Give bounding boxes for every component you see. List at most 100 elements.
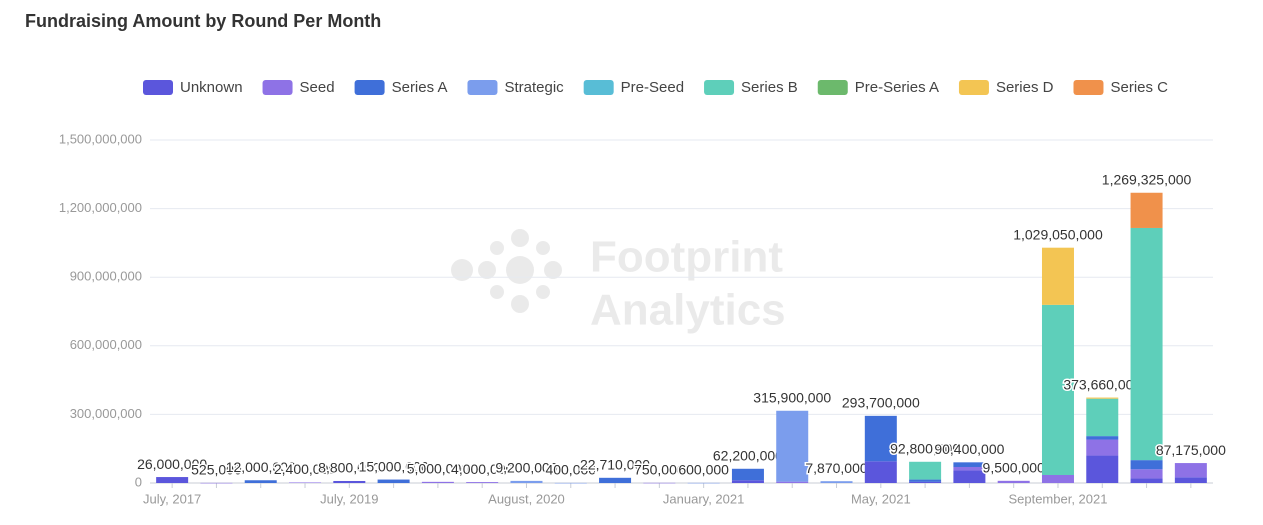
x-tick-label: May, 2021 [851, 491, 911, 506]
bar-segment [466, 482, 499, 483]
total-label: 62,200,000 [713, 447, 783, 463]
x-tick-label: July, 2019 [320, 491, 378, 506]
bar-segment [864, 415, 897, 462]
total-label: 9,500,000 [983, 460, 1045, 476]
bar-segment [1086, 397, 1119, 399]
legend-label: Series C [1110, 79, 1168, 96]
total-label: 8,800,000 [318, 460, 380, 476]
legend-label: Series B [741, 79, 798, 96]
bar-segment [909, 461, 942, 480]
x-tick-label: September, 2021 [1008, 491, 1107, 506]
bar-segment [1130, 460, 1163, 470]
bar-segment [1130, 227, 1163, 461]
bar-segment [687, 482, 720, 484]
total-label: 293,700,000 [842, 395, 920, 411]
legend-label: Unknown [180, 79, 243, 96]
legend-swatch [704, 80, 735, 95]
total-label: 90,400,000 [934, 441, 1004, 457]
bar-segment [953, 466, 986, 471]
bar-segment [156, 477, 189, 483]
total-label: 87,175,000 [1156, 442, 1226, 458]
total-label: 2,400,000 [274, 461, 336, 477]
bar-segment [776, 481, 809, 483]
bar-segment [953, 462, 986, 467]
bar-segment [909, 479, 942, 482]
total-label: 315,900,000 [753, 389, 831, 405]
bar-segment [643, 482, 676, 484]
bar-segment [776, 410, 809, 482]
bar-segment [953, 470, 986, 483]
bar-segment [1174, 463, 1207, 478]
legend-label: Pre-Seed [621, 79, 684, 96]
bar-segment [1130, 469, 1163, 479]
bar-segment [599, 477, 632, 483]
total-label: 12,000,000 [226, 459, 296, 475]
bar-segment [909, 481, 942, 483]
x-tick-label: January, 2021 [663, 491, 744, 506]
bar-segment [244, 480, 277, 483]
bar-segment [1086, 439, 1119, 456]
legend-swatch [354, 80, 385, 95]
bar-segment [997, 480, 1030, 483]
total-label: 400,000 [545, 462, 596, 478]
bar-segment [1086, 436, 1119, 440]
legend-swatch [143, 80, 173, 95]
y-tick-label: 1,200,000,000 [59, 200, 142, 215]
bar-segment [377, 479, 410, 483]
y-tick-label: 600,000,000 [70, 337, 142, 352]
watermark-text: Footprint [590, 233, 783, 282]
total-label: 26,000,000 [137, 456, 207, 472]
bar-segment [1041, 474, 1074, 483]
legend-label: Series A [392, 79, 448, 96]
legend-swatch [958, 80, 989, 95]
x-tick-label: August, 2020 [488, 491, 565, 506]
legend-label: Pre-Series A [855, 79, 939, 96]
y-tick-label: 900,000,000 [70, 269, 142, 284]
total-label: 1,269,325,000 [1102, 171, 1192, 187]
total-label: 92,800,000 [890, 440, 960, 456]
watermark-text: Analytics [590, 286, 786, 335]
legend-label: Strategic [504, 79, 564, 96]
bar-segment [864, 461, 897, 483]
bar-segment [731, 468, 764, 481]
total-label: 750,000 [634, 462, 685, 478]
bar-segment [510, 480, 543, 483]
bar-segment [1041, 247, 1074, 305]
x-tick-label: July, 2017 [143, 491, 201, 506]
legend-label: Series D [996, 79, 1054, 96]
total-label: 600,000 [678, 462, 729, 478]
bar-segment [1041, 304, 1074, 475]
total-label: 22,710,000 [580, 457, 650, 473]
bar-segment [1130, 192, 1163, 228]
bar-segment [1086, 398, 1119, 437]
bar-segment [1130, 478, 1163, 483]
bar-segment [820, 481, 853, 483]
legend-swatch [817, 80, 848, 95]
bar-segment [731, 480, 764, 483]
watermark: Footprint Analytics [451, 229, 786, 335]
legend-swatch [467, 80, 498, 95]
bar-segment [1086, 455, 1119, 483]
total-label: 5,000,000 [407, 461, 469, 477]
bar-segment [289, 482, 322, 483]
bar-segment [1174, 477, 1207, 483]
y-tick-label: 1,500,000,000 [59, 131, 142, 146]
y-tick-label: 0 [135, 474, 142, 489]
total-label: 15,000,000 [359, 458, 429, 474]
legend-label: Seed [300, 79, 335, 96]
total-label: 9,200,000 [495, 460, 557, 476]
total-label: 373,660,000 [1063, 376, 1141, 392]
total-label: 7,870,000 [805, 460, 867, 476]
watermark-logo [451, 229, 562, 313]
total-label: 525,000 [191, 462, 242, 478]
bar-segment [333, 480, 366, 483]
bar-segment [421, 481, 454, 483]
chart-title: Fundraising Amount by Round Per Month [25, 11, 381, 31]
legend-swatch [583, 80, 614, 95]
bar-segment [554, 482, 587, 484]
legend-swatch [262, 80, 293, 95]
total-label: 1,029,050,000 [1013, 226, 1103, 242]
total-label: 4,000,000 [451, 461, 513, 477]
y-tick-label: 300,000,000 [70, 406, 142, 421]
